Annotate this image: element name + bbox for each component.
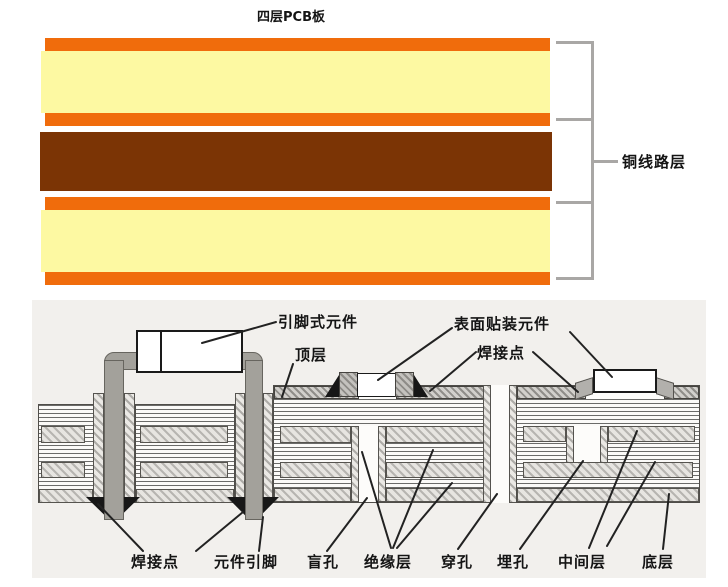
buried-via-wall — [600, 426, 608, 464]
layer-bar-copper — [45, 38, 550, 51]
inner-copper-band — [41, 426, 85, 443]
label-solder-joint-bottom: 焊接点 — [131, 553, 180, 571]
copper-trace-layer-label: 铜线路层 — [622, 153, 687, 171]
label-through-hole: 穿孔 — [441, 553, 474, 571]
label-insulation-layer: 绝缘层 — [364, 553, 413, 571]
through-hole — [491, 385, 509, 503]
label-top-layer: 顶层 — [295, 346, 328, 364]
bottom-copper-band — [136, 489, 234, 503]
label-buried-via: 埋孔 — [497, 553, 530, 571]
bottom-copper-band — [386, 488, 487, 502]
insulation-body — [517, 399, 699, 502]
buried-via-wall — [566, 426, 574, 464]
plated-hole-wall — [235, 393, 245, 503]
through-hole-wall — [483, 385, 491, 503]
board-block-b — [135, 404, 235, 503]
bracket-tick-3 — [556, 201, 592, 204]
leaded-component — [136, 330, 243, 373]
component-divider — [160, 332, 162, 371]
plated-hole-wall — [93, 393, 104, 503]
inner-copper-band — [386, 426, 485, 443]
component-lead-left — [104, 360, 124, 520]
inner-copper-band — [280, 462, 351, 478]
layer-bar-copper — [45, 272, 550, 285]
layer-bar-substrate — [41, 210, 550, 272]
inner-copper-band — [608, 426, 695, 442]
inner-copper-band — [41, 462, 85, 478]
board-block-c — [273, 385, 490, 503]
stack-title: 四层PCB板 — [257, 10, 325, 25]
label-component-lead: 元件引脚 — [214, 553, 279, 571]
bracket-tick-1 — [556, 41, 592, 44]
smd-component-1 — [357, 373, 396, 397]
smd-component-2 — [593, 369, 657, 393]
label-smd-component: 表面贴装元件 — [454, 315, 551, 333]
bracket-spine — [591, 41, 594, 280]
inner-copper-band — [140, 462, 228, 478]
bottom-copper-band — [39, 489, 93, 503]
inner-copper-band — [140, 426, 228, 443]
smd1-terminal — [395, 372, 414, 397]
blind-via-wall — [351, 426, 359, 502]
label-solder-joint-top: 焊接点 — [477, 344, 526, 362]
label-middle-layer: 中间层 — [558, 553, 607, 571]
bracket-tick-2 — [556, 118, 592, 121]
layer-bar-substrate — [41, 51, 550, 113]
plated-hole-wall — [263, 393, 273, 503]
label-blind-via: 盲孔 — [307, 553, 340, 571]
board-block-d — [516, 385, 700, 503]
smd1-terminal — [339, 372, 358, 397]
layer-bar-copper — [45, 197, 550, 210]
plated-hole-wall — [124, 393, 135, 503]
label-leaded-component: 引脚式元件 — [278, 313, 359, 331]
inner-copper-band — [523, 462, 693, 478]
board-block-a — [38, 404, 94, 503]
bracket-tick-4 — [556, 277, 592, 280]
blind-via-wall — [378, 426, 386, 502]
pcb-layer-stack — [40, 38, 552, 286]
bottom-copper-band — [274, 488, 351, 502]
layer-bar-copper — [45, 113, 550, 126]
inner-copper-band — [386, 462, 485, 478]
inner-copper-band — [280, 426, 351, 443]
bracket-pointer — [594, 160, 618, 163]
bottom-copper-band — [517, 488, 699, 502]
layer-bar-core — [40, 132, 552, 191]
component-lead-right — [245, 360, 263, 520]
inner-copper-band — [523, 426, 566, 442]
label-bottom-layer: 底层 — [642, 553, 675, 571]
